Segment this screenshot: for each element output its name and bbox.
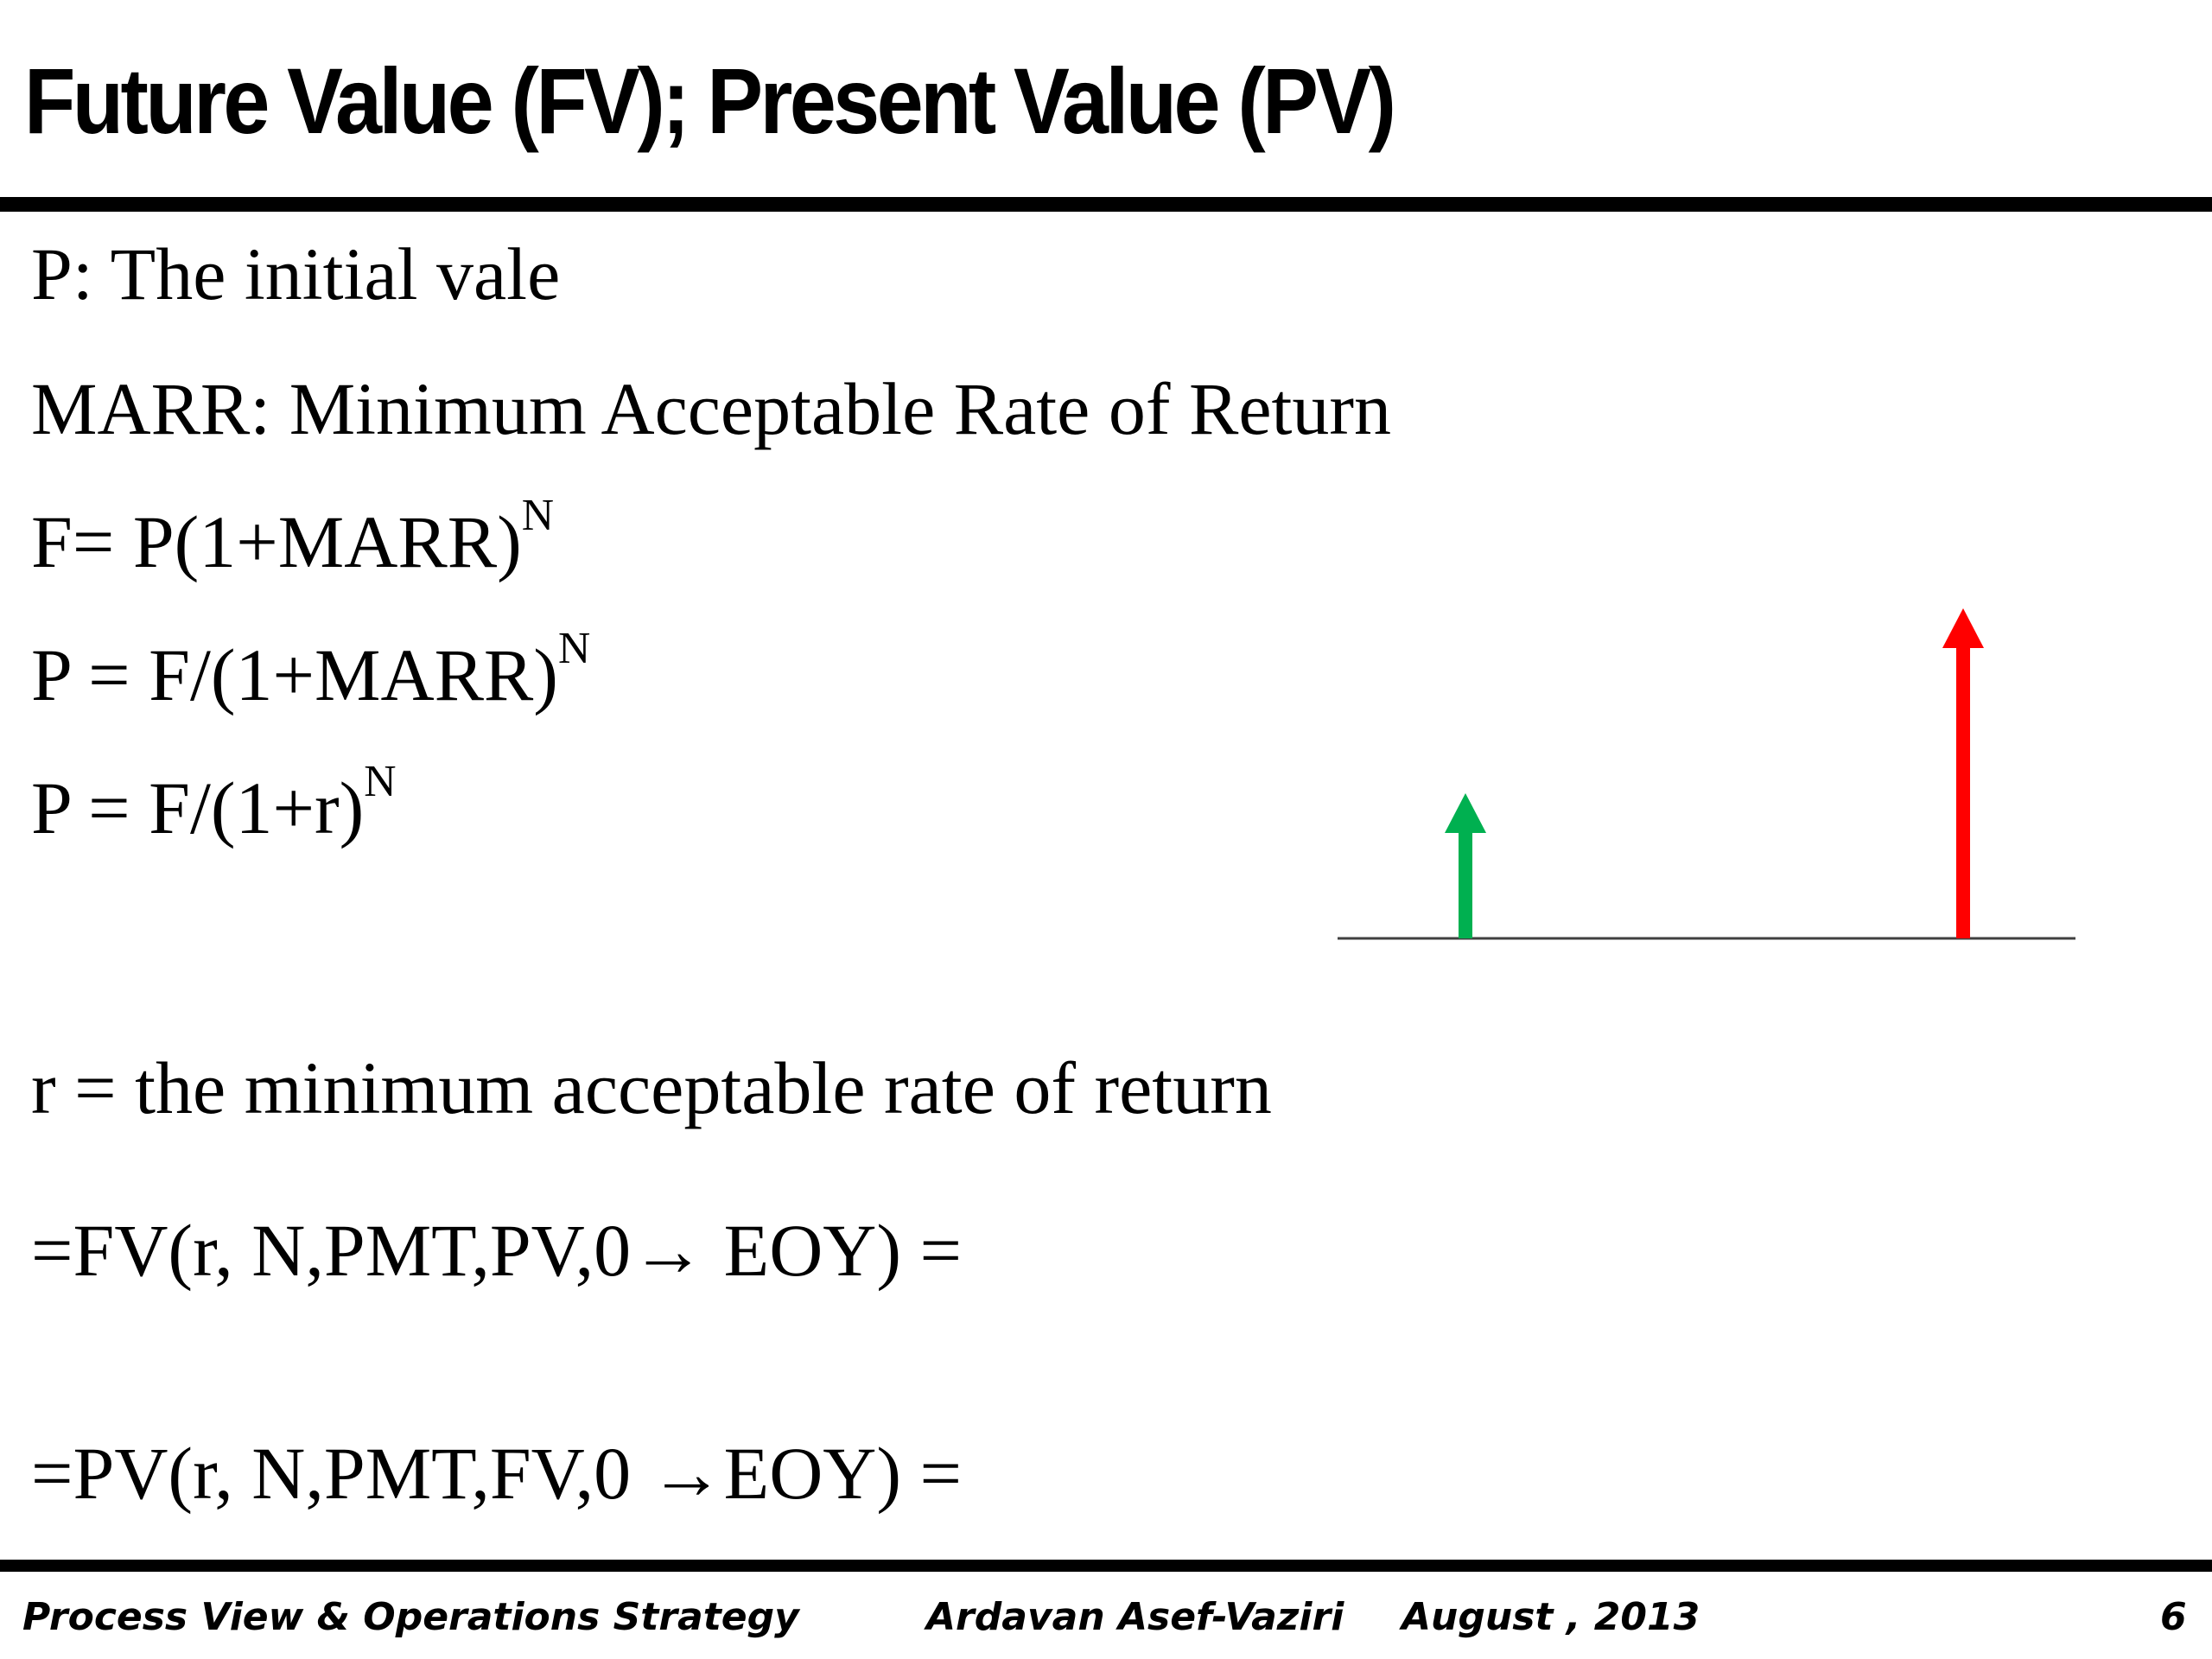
footer-date: August , 2013 [1402, 1595, 1700, 1639]
formula-present-value-r: P = F/(1+r)N [31, 760, 397, 855]
excel-pv-function: =PV(r, N,PMT,FV,0 →EOY) = [31, 1432, 963, 1515]
definition-p: P: The initial vale [31, 232, 561, 315]
formula-present-value: P = F/(1+MARR)N [31, 624, 591, 722]
formula-future-value-exponent: N [521, 491, 554, 541]
formula-present-value-exponent: N [557, 624, 591, 674]
definition-r: r = the minimum acceptable rate of retur… [31, 1046, 1272, 1129]
footer-author: Ardavan Asef-Vaziri [926, 1595, 1344, 1639]
page-number: 6 [2160, 1595, 2187, 1639]
formula-future-value: F= P(1+MARR)N [31, 491, 554, 589]
future-value-arrow-head [1942, 608, 1984, 648]
footer-divider [0, 1560, 2212, 1572]
formula-future-value-base: F= P(1+MARR) [31, 500, 522, 583]
definition-marr: MARR: Minimum Acceptable Rate of Return [31, 367, 1392, 450]
title-divider [0, 197, 2212, 212]
formula-present-value-r-base: P = F/(1+r) [31, 766, 365, 849]
cash-flow-diagram [1338, 608, 2075, 940]
excel-fv-function: =FV(r, N,PMT,PV,0→ EOY) = [31, 1209, 963, 1292]
present-value-arrow-head [1445, 793, 1486, 833]
footer-course: Process View & Operations Strategy [22, 1595, 799, 1639]
formula-present-value-base: P = F/(1+MARR) [31, 633, 558, 716]
slide-title: Future Value (FV); Present Value (PV) [24, 48, 1396, 153]
formula-present-value-r-exponent: N [364, 757, 397, 807]
